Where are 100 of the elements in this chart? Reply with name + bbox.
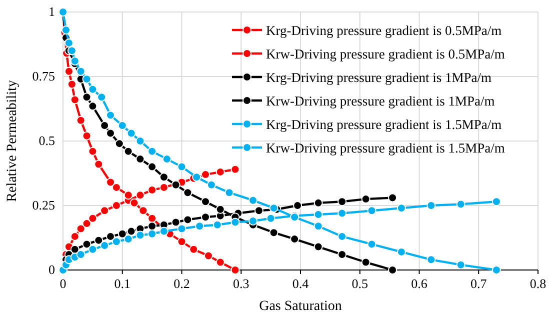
point [114, 139, 124, 148]
point [82, 74, 92, 84]
point [76, 66, 86, 76]
point [100, 121, 110, 130]
point [67, 46, 76, 56]
point [426, 255, 436, 264]
point [64, 66, 74, 76]
point [94, 160, 104, 169]
x-tick-label: 0 [60, 276, 66, 291]
point [118, 229, 127, 238]
point [338, 197, 347, 206]
point [106, 178, 115, 187]
legend-label: Krw-Driving pressure gradient is 1MPa/m [266, 94, 496, 108]
point [61, 26, 70, 35]
point [212, 220, 222, 230]
point [97, 92, 106, 102]
point [396, 204, 406, 213]
point [126, 226, 136, 236]
point [266, 214, 276, 223]
x-tick-label: 0.3 [233, 276, 250, 291]
point [177, 224, 186, 234]
point [88, 102, 98, 111]
point [88, 214, 98, 223]
point [189, 244, 198, 254]
point [64, 38, 74, 48]
point [293, 201, 302, 210]
x-tick-label: 0.1 [114, 276, 130, 291]
legend-label: Krw-Driving pressure gradient is 0.5MPa/m [266, 46, 506, 62]
point [492, 266, 501, 274]
point [130, 198, 139, 208]
point [82, 240, 92, 249]
y-tick-label: 1 [48, 4, 55, 19]
point [148, 214, 157, 223]
x-tick-label: 0.5 [352, 276, 368, 291]
point [456, 260, 466, 270]
point [82, 131, 92, 140]
point [106, 110, 115, 120]
y-axis-title: Relative Permeability [5, 80, 20, 202]
point [126, 128, 136, 138]
point [177, 237, 186, 246]
legend-label: Krw-Driving pressure gradient is 1.5MPa/m [266, 140, 506, 156]
point [230, 266, 240, 274]
point [314, 222, 323, 231]
point [118, 121, 127, 130]
legend-label: Krg-Driving pressure gradient is 0.5MPa/m [266, 23, 502, 38]
x-tick-label: 0.4 [292, 276, 310, 291]
point [148, 229, 157, 238]
point [112, 237, 121, 246]
point [254, 206, 264, 216]
point [201, 197, 210, 206]
y-tick-label: 0 [48, 262, 55, 277]
point [136, 190, 145, 200]
y-tick-label: 0.25 [32, 198, 55, 212]
point [76, 250, 86, 260]
point [426, 201, 436, 210]
point [124, 146, 133, 156]
point [171, 180, 180, 190]
x-axis-title: Gas Saturation [259, 299, 342, 314]
point [88, 244, 98, 254]
x-tick-label: 0.2 [174, 276, 190, 291]
point [94, 236, 104, 245]
x-tick-label: 0.7 [470, 276, 488, 291]
point [124, 190, 133, 200]
point [106, 128, 115, 138]
point [230, 218, 240, 227]
point [492, 197, 501, 206]
point [70, 232, 80, 241]
point [367, 240, 376, 249]
point [367, 206, 376, 216]
point [171, 218, 180, 227]
point [183, 215, 192, 224]
point [70, 95, 80, 104]
point [159, 226, 168, 236]
point [88, 146, 98, 156]
point [82, 92, 92, 102]
point [100, 206, 110, 216]
point [204, 251, 213, 260]
point [76, 224, 86, 234]
x-tick-label: 0.6 [411, 276, 428, 291]
point [177, 162, 186, 172]
point [216, 204, 225, 214]
point [67, 80, 76, 89]
point [388, 266, 398, 274]
point [224, 188, 234, 198]
point [192, 172, 202, 182]
point [183, 188, 192, 198]
point [269, 204, 278, 213]
point [138, 206, 148, 216]
legend-label: Krg-Driving pressure gradient is 1.5MPa/m [266, 117, 502, 132]
y-tick-label: 0.5 [38, 133, 55, 148]
y-tick-label: 0.75 [32, 68, 55, 84]
point [314, 242, 323, 252]
point [361, 258, 370, 267]
point [112, 182, 121, 192]
point [76, 116, 86, 125]
point [148, 162, 157, 172]
point [112, 201, 121, 210]
point [201, 212, 210, 222]
legend-label: Krg-Driving pressure gradient is 1MPa/m [266, 70, 492, 85]
point [216, 258, 225, 267]
